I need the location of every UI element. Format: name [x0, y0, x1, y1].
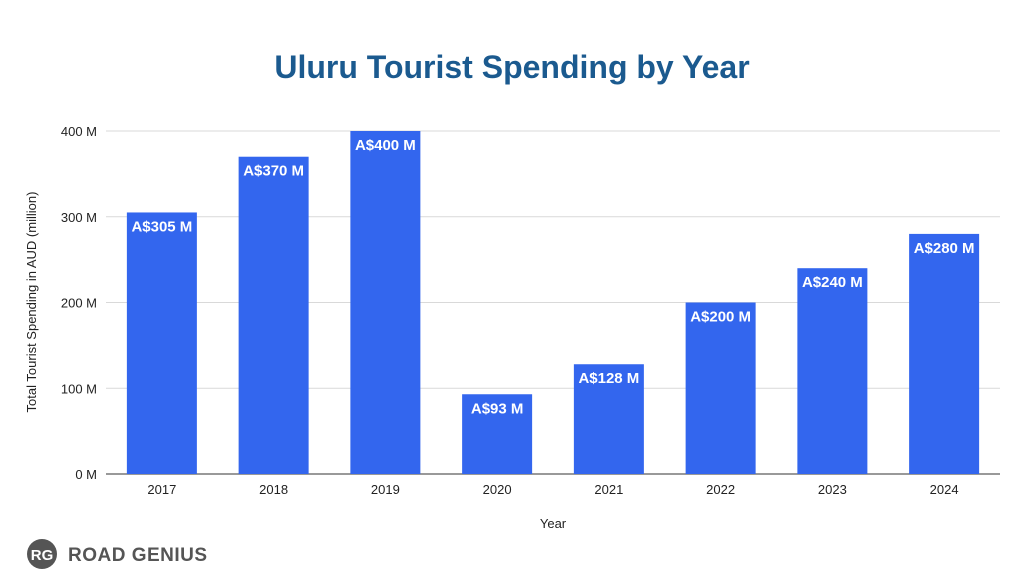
y-axis-title: Total Tourist Spending in AUD (million) — [24, 192, 39, 413]
y-tick-label: 400 M — [61, 124, 97, 139]
bar-data-label: A$280 M — [914, 240, 975, 257]
x-tick-label: 2024 — [930, 482, 959, 497]
bar — [238, 156, 309, 474]
chart-title: Uluru Tourist Spending by Year — [274, 49, 749, 85]
bar-data-label: A$128 M — [578, 370, 639, 387]
y-tick-label: 100 M — [61, 381, 97, 396]
bar-data-label: A$93 M — [471, 400, 524, 417]
bar-data-labels: A$305 M A$370 M A$400 M A$93 M A$128 M A$200 … — [131, 137, 974, 417]
y-tick-label: 200 M — [61, 296, 97, 311]
brand-logo: RG ROAD GENIUS — [27, 539, 208, 569]
x-axis-ticks: 2017 2018 2019 2020 2021 2022 2023 2024 — [147, 482, 958, 497]
x-tick-label: 2018 — [259, 482, 288, 497]
brand-badge-text: RG — [31, 547, 54, 564]
bar — [350, 131, 421, 474]
x-tick-label: 2023 — [818, 482, 847, 497]
bar — [126, 212, 197, 474]
bar — [797, 268, 868, 474]
bar-data-label: A$400 M — [355, 137, 416, 154]
brand-badge-circle — [27, 539, 57, 569]
x-tick-label: 2017 — [147, 482, 176, 497]
x-tick-label: 2021 — [594, 482, 623, 497]
bar — [573, 364, 644, 474]
x-tick-label: 2019 — [371, 482, 400, 497]
bar-data-label: A$240 M — [802, 274, 863, 291]
bar — [685, 302, 756, 474]
bar — [909, 233, 980, 474]
x-axis-title: Year — [540, 516, 567, 531]
x-tick-label: 2022 — [706, 482, 735, 497]
bar-data-label: A$305 M — [131, 218, 192, 235]
y-axis-ticks: 0 M 100 M 200 M 300 M 400 M — [61, 124, 97, 482]
y-tick-label: 300 M — [61, 210, 97, 225]
bar — [462, 394, 533, 474]
brand-name: ROAD GENIUS — [68, 545, 208, 566]
y-tick-label: 0 M — [75, 467, 97, 482]
bar-data-label: A$200 M — [690, 309, 751, 326]
bars — [126, 131, 980, 474]
bar-data-label: A$370 M — [243, 163, 304, 180]
x-tick-label: 2020 — [483, 482, 512, 497]
